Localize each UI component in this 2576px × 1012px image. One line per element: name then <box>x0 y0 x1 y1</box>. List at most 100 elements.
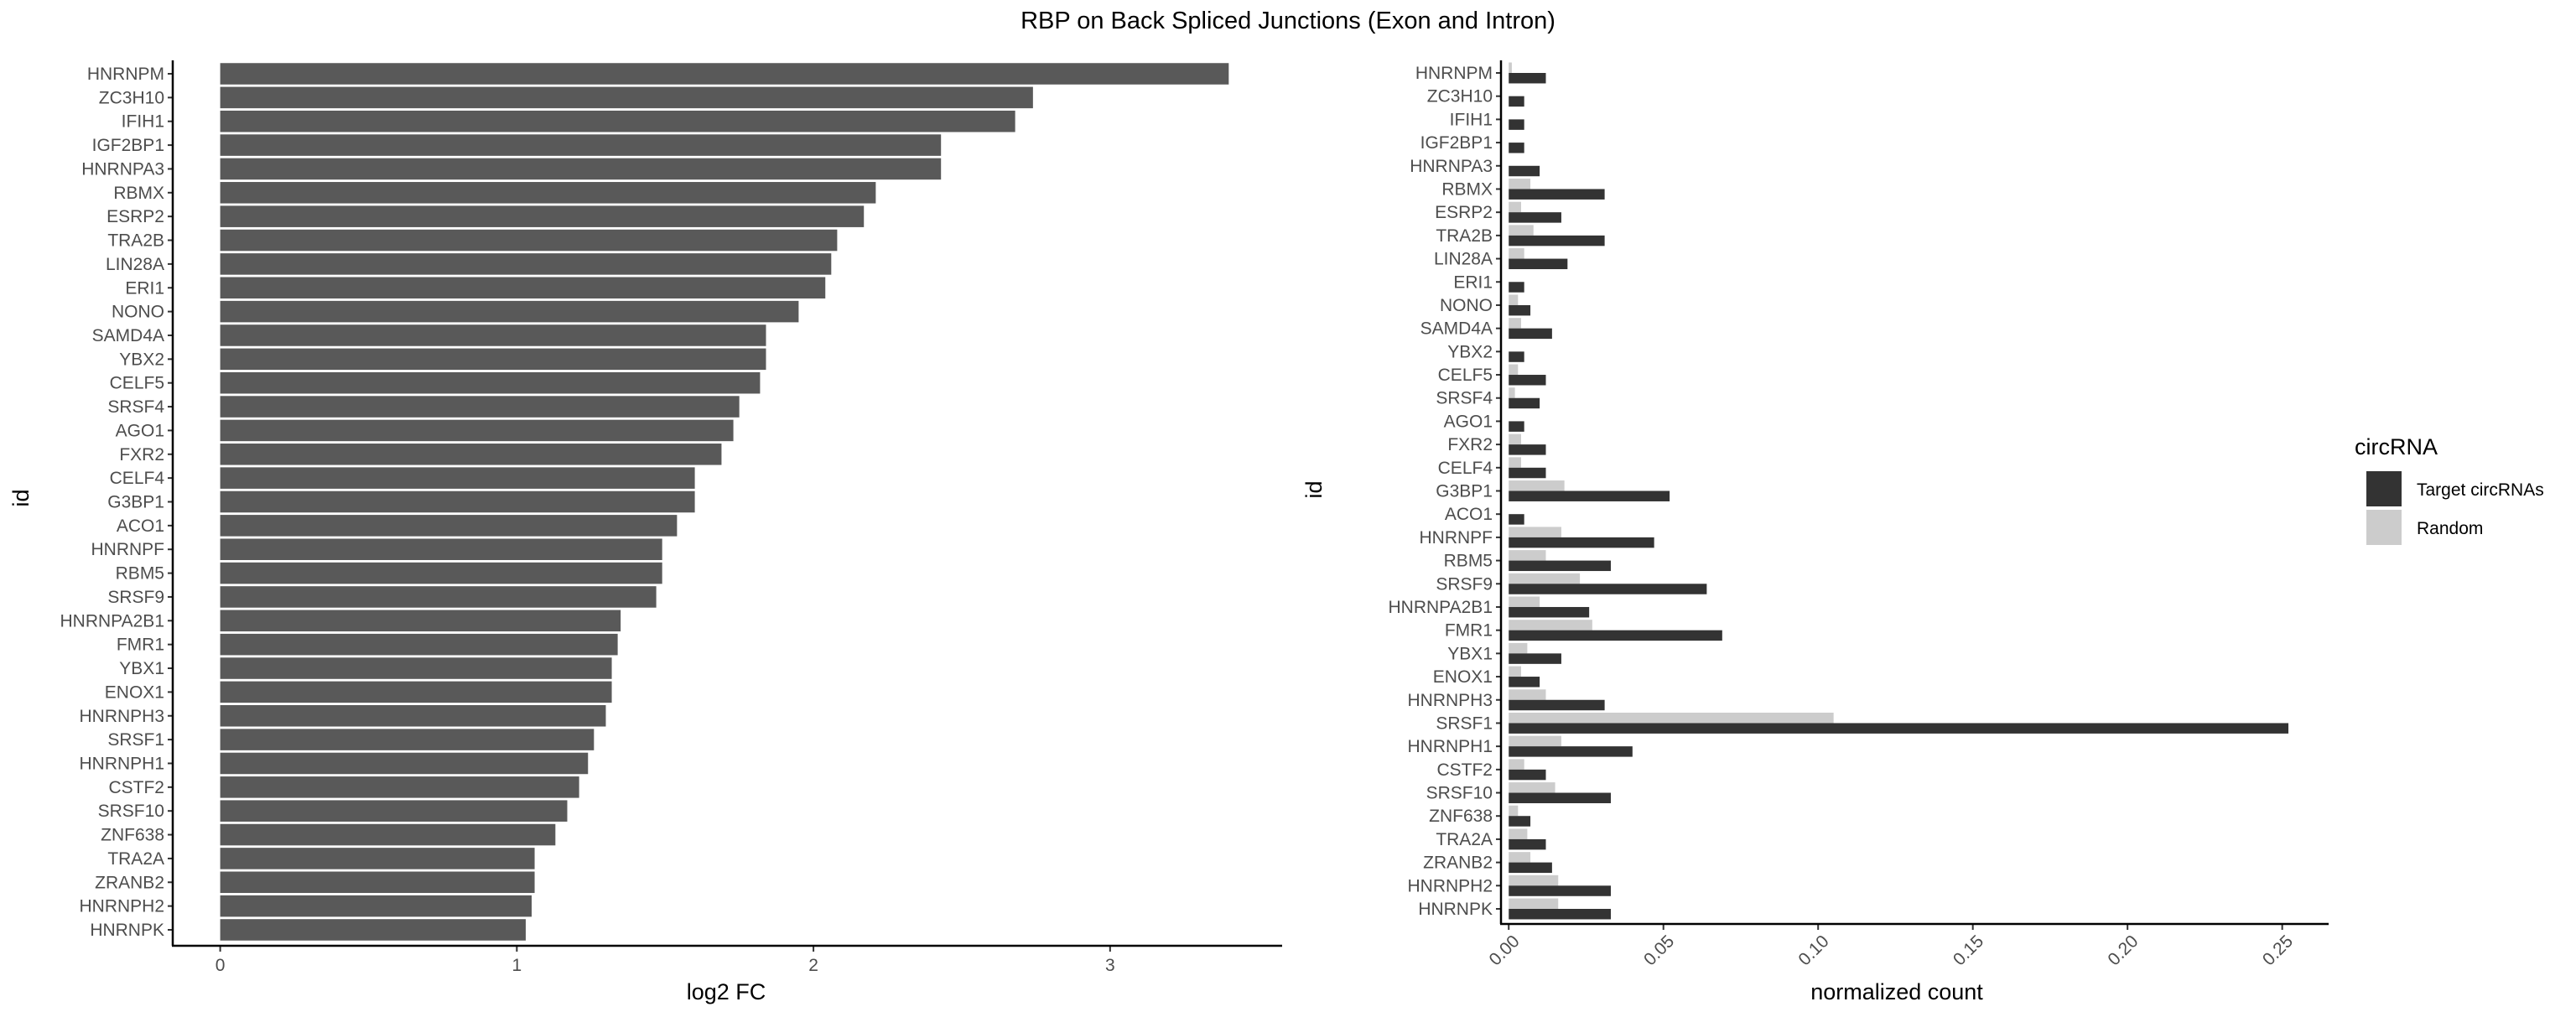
right-bar-random <box>1509 898 1559 909</box>
right-y-tick-label: TRA2B <box>1436 226 1493 246</box>
left-bar <box>220 444 722 465</box>
left-y-tick-label: NONO <box>112 303 164 322</box>
left-y-tick-label: YBX2 <box>119 350 164 369</box>
left-x-tick-label: 3 <box>1105 956 1115 975</box>
right-bar-target <box>1509 560 1611 572</box>
left-y-tick-label: ZRANB2 <box>95 873 164 892</box>
legend: circRNA Target circRNAs Random <box>2355 434 2544 545</box>
right-bar-target <box>1509 165 1540 177</box>
right-bar-target <box>1509 816 1531 827</box>
right-panel: id normalized count HNRNPM ZC3H10 IFIH1 IGF… <box>1301 60 2329 1004</box>
right-y-tick-label: SRSF9 <box>1436 574 1493 594</box>
left-bar <box>220 253 832 275</box>
left-y-tick-label: HNRNPA2B1 <box>60 611 164 631</box>
left-bar <box>220 277 826 299</box>
left-y-tick-label: G3BP1 <box>107 493 164 512</box>
right-bar-target <box>1509 792 1611 803</box>
left-y-tick-label: ZNF638 <box>101 826 164 845</box>
left-bar <box>220 110 1015 132</box>
left-y-tick-label: HNRNPM <box>87 65 164 84</box>
right-bar-random <box>1509 387 1515 398</box>
left-y-tick-label: IFIH1 <box>122 112 164 132</box>
left-y-tick-label: ESRP2 <box>106 207 164 226</box>
right-y-tick-label: FXR2 <box>1447 435 1493 454</box>
right-y-tick-label: HNRNPA3 <box>1410 157 1493 176</box>
right-y-tick-label: ACO1 <box>1445 505 1493 524</box>
right-x-tick-label: 0.15 <box>1950 932 1987 969</box>
right-y-tick-label: ZNF638 <box>1429 807 1493 826</box>
right-x-tick-label: 0.25 <box>2259 932 2297 969</box>
left-y-tick-label: AGO1 <box>116 421 164 440</box>
right-bar-random <box>1509 712 1834 724</box>
right-y-tick-label: HNRNPH3 <box>1407 691 1493 710</box>
legend-swatch-random <box>2366 510 2402 545</box>
right-y-tick-label: HNRNPF <box>1420 528 1493 548</box>
left-bar <box>220 371 761 394</box>
left-y-tick-label: HNRNPA3 <box>81 159 164 179</box>
left-x-axis-title: log2 FC <box>687 979 766 1004</box>
right-bar-target <box>1509 397 1540 409</box>
right-bar-target <box>1509 630 1722 641</box>
left-bar <box>220 467 695 489</box>
left-bar <box>220 86 1033 109</box>
right-y-tick-label: HNRNPH2 <box>1407 876 1493 895</box>
right-bar-target <box>1509 119 1524 130</box>
left-y-tick-label: HNRNPH3 <box>79 707 164 726</box>
right-bar-random <box>1509 318 1521 329</box>
right-bar-target <box>1509 606 1590 618</box>
right-y-tick-label: CSTF2 <box>1436 760 1493 780</box>
right-y-tick-label: ZRANB2 <box>1423 854 1493 873</box>
right-bar-random <box>1509 550 1546 561</box>
right-bar-target <box>1509 653 1561 664</box>
left-y-tick-label: RBM5 <box>116 564 164 584</box>
left-y-tick-label: ERI1 <box>125 278 164 298</box>
left-bar <box>220 776 579 798</box>
left-panel: id log2 FC HNRNPMZC3H10IFIH1IGF2BP1HNRNP… <box>8 60 1282 1004</box>
left-y-tick-label: ZC3H10 <box>99 88 164 107</box>
right-bar-random <box>1509 666 1521 677</box>
right-bar-target <box>1509 375 1546 386</box>
right-y-tick-label: LIN28A <box>1434 250 1493 269</box>
right-bar-random <box>1509 480 1565 491</box>
right-bar-target <box>1509 444 1546 455</box>
legend-swatch-target <box>2366 471 2402 506</box>
right-bar-random <box>1509 735 1561 747</box>
right-bar-target <box>1509 769 1546 781</box>
left-y-tick-label: FMR1 <box>117 636 164 655</box>
right-bar-target <box>1509 73 1546 84</box>
right-y-tick-label: SRSF4 <box>1436 389 1493 408</box>
left-y-tick-label: CELF5 <box>110 374 164 393</box>
right-bar-random <box>1509 527 1561 537</box>
right-bar-target <box>1509 143 1524 153</box>
right-y-tick-label: YBX2 <box>1447 342 1493 361</box>
right-bar-target <box>1509 490 1670 501</box>
left-bar <box>220 348 766 371</box>
right-y-tick-label: G3BP1 <box>1436 482 1493 501</box>
right-bar-target <box>1509 282 1524 293</box>
right-bar-target <box>1509 304 1531 316</box>
left-bar <box>220 704 606 727</box>
left-bar <box>220 182 876 204</box>
chart-title: RBP on Back Spliced Junctions (Exon and … <box>1021 8 1555 34</box>
left-y-tick-label: LIN28A <box>106 255 164 274</box>
right-y-tick-label: HNRNPM <box>1415 64 1493 83</box>
left-y-tick-label: IGF2BP1 <box>92 136 164 155</box>
right-x-tick-label: 0.05 <box>1640 932 1678 969</box>
left-y-tick-label: CSTF2 <box>108 778 164 797</box>
right-bar-target <box>1509 723 2289 734</box>
left-y-tick-label: ACO1 <box>117 516 164 536</box>
left-bar <box>220 800 568 822</box>
right-y-tick-label: ZC3H10 <box>1427 87 1493 106</box>
right-bar-random <box>1509 852 1531 863</box>
right-bar-random <box>1509 596 1540 607</box>
right-bar-target <box>1509 584 1707 594</box>
right-y-tick-label: SRSF1 <box>1436 714 1493 733</box>
left-x-tick-label: 1 <box>512 956 522 975</box>
left-y-tick-label: SRSF1 <box>107 730 164 750</box>
right-y-axis-title: id <box>1301 480 1327 498</box>
left-y-tick-label: FXR2 <box>119 445 164 464</box>
left-bar <box>220 538 662 560</box>
right-bar-target <box>1509 885 1611 896</box>
right-y-tick-label: IFIH1 <box>1450 110 1493 129</box>
